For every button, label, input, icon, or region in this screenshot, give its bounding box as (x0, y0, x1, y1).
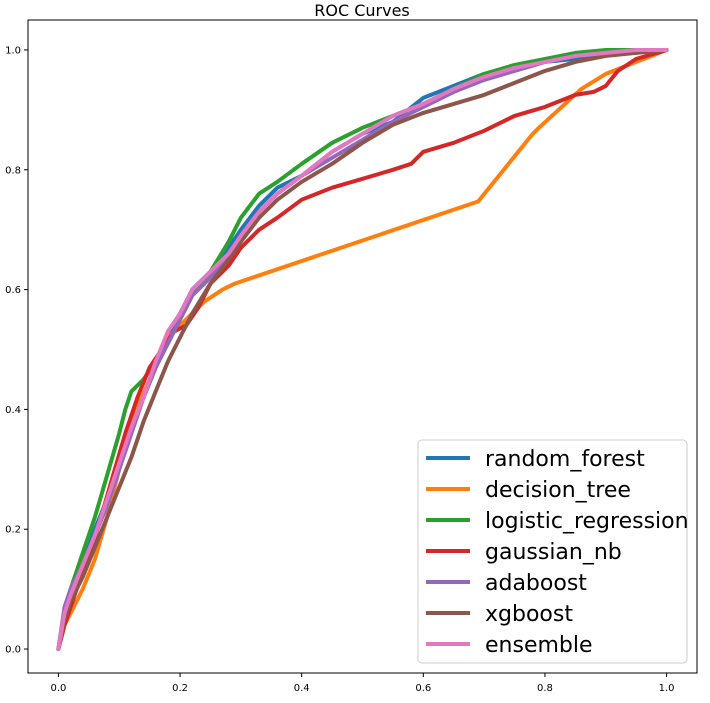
plot-frame (27, 19, 698, 674)
series-line-logistic-regression (56, 48, 669, 651)
legend-label-random-forest: random_forest (485, 447, 645, 472)
legend-label-logistic-regression: logistic_regression (485, 509, 689, 534)
legend-box (417, 439, 688, 664)
y-tick-label: 0.4 (5, 405, 21, 416)
series-line-xgboost (56, 48, 669, 651)
series-line-ensemble (56, 48, 669, 651)
y-tick-label: 0.2 (5, 525, 21, 536)
x-tick-label: 0.4 (294, 683, 310, 694)
y-tick-label: 1.0 (5, 45, 21, 56)
plot-area (56, 48, 669, 651)
legend-label-gaussian-nb: gaussian_nb (485, 540, 622, 565)
legend-label-decision-tree: decision_tree (485, 478, 631, 503)
legend-label-ensemble: ensemble (485, 633, 593, 658)
legend: random_forest decision_tree logistic_regre… (417, 439, 689, 664)
x-tick-label: 0.2 (172, 683, 188, 694)
x-tick-label: 0.0 (50, 683, 66, 694)
legend-label-adaboost: adaboost (485, 571, 587, 596)
legend-label-xgboost: xgboost (485, 602, 573, 627)
chart-title: ROC Curves (314, 1, 410, 20)
y-tick-label: 0.6 (5, 285, 21, 296)
x-tick-label: 0.8 (537, 683, 553, 694)
x-tick-label: 0.6 (415, 683, 431, 694)
axes: 0.0 0.2 0.4 0.6 0.8 1.0 0.0 0.2 0.4 0.6 0.8 1.0 (5, 19, 698, 694)
x-tick-label: 1.0 (659, 683, 675, 694)
y-tick-label: 0.0 (5, 645, 21, 656)
y-tick-label: 0.8 (5, 165, 21, 176)
